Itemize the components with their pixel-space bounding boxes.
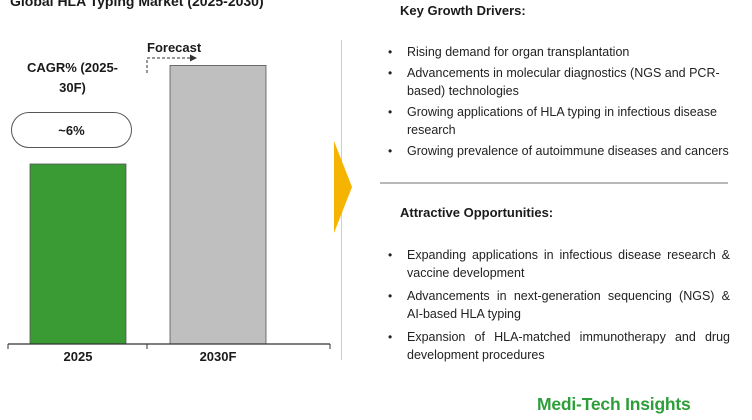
- brand-logo: Medi-Tech Insights: [537, 394, 691, 414]
- forecast-label: Forecast: [147, 40, 202, 55]
- list-item-text: Growing applications of HLA typing in in…: [407, 105, 717, 137]
- bullet-icon: •: [388, 289, 393, 303]
- bar-2025: [29, 163, 127, 345]
- bar-2030f: [169, 65, 267, 345]
- growth-drivers-list: • Rising demand for organ transplantation…: [388, 43, 730, 163]
- cagr-value: ~6%: [58, 122, 85, 138]
- bullet-icon: •: [388, 144, 393, 158]
- opportunities-heading: Attractive Opportunities:: [400, 205, 554, 220]
- cagr-label: CAGR% (2025-30F): [26, 60, 119, 95]
- bullet-icon: •: [388, 105, 393, 119]
- cagr-value-badge: ~6%: [11, 112, 132, 148]
- list-item: • Advancements in next-generation sequenc…: [388, 287, 730, 323]
- bullet-icon: •: [388, 45, 393, 59]
- list-item-text: Rising demand for organ transplantation: [407, 45, 630, 59]
- chart-title: Global HLA Typing Market (2025-2030): [10, 0, 264, 9]
- section-divider: [380, 182, 728, 184]
- list-item-text: Expanding applications in infectious dis…: [407, 248, 730, 280]
- forecast-arrow: [146, 54, 197, 73]
- list-item: • Expansion of HLA-matched immunotherapy …: [388, 328, 730, 364]
- list-item: • Advancements in molecular diagnostics (…: [388, 64, 730, 100]
- x-tick-label-2025: 2025: [63, 349, 93, 364]
- list-item: • Expanding applications in infectious di…: [388, 246, 730, 282]
- x-tick-label-2030f: 2030F: [199, 349, 237, 364]
- chevron-right-icon: [334, 141, 352, 233]
- bullet-icon: •: [388, 330, 393, 344]
- bullet-icon: •: [388, 66, 393, 80]
- bar-chart: [7, 54, 331, 349]
- list-item: • Growing applications of HLA typing in i…: [388, 103, 730, 139]
- list-item: • Rising demand for organ transplantation: [388, 43, 730, 61]
- list-item-text: Expansion of HLA-matched immunotherapy a…: [407, 330, 730, 362]
- list-item: • Growing prevalence of autoimmune diseas…: [388, 142, 730, 160]
- opportunities-list: • Expanding applications in infectious di…: [388, 246, 730, 369]
- list-item-text: Advancements in next-generation sequenci…: [407, 289, 730, 321]
- bullet-icon: •: [388, 248, 393, 262]
- list-item-text: Growing prevalence of autoimmune disease…: [407, 144, 729, 158]
- bars-layer: [29, 65, 267, 345]
- list-item-text: Advancements in molecular diagnostics (N…: [407, 66, 720, 98]
- growth-drivers-heading: Key Growth Drivers:: [400, 3, 526, 18]
